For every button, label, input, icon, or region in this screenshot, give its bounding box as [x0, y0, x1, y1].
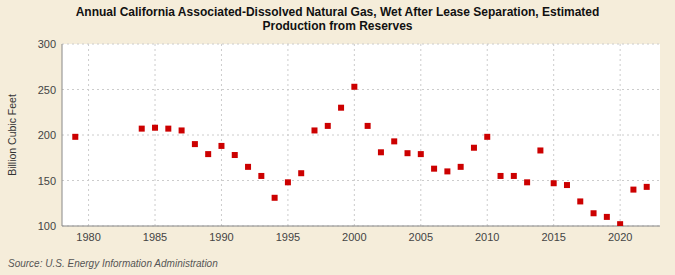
- x-tick-label: 1995: [276, 231, 300, 243]
- grid-line-y: [62, 135, 660, 136]
- point: [418, 151, 424, 157]
- y-tick-label: 150: [38, 175, 56, 187]
- point: [285, 179, 291, 185]
- x-tick-label: 1985: [143, 231, 167, 243]
- x-tick-label: 2020: [608, 231, 632, 243]
- point: [298, 170, 304, 176]
- point: [537, 147, 543, 153]
- source-note: Source: U.S. Energy Information Administ…: [8, 258, 218, 269]
- grid-line-y: [62, 226, 660, 227]
- point: [192, 141, 198, 147]
- point: [458, 164, 464, 170]
- grid-line-x: [88, 44, 89, 226]
- point: [205, 151, 211, 157]
- point: [179, 127, 185, 133]
- point: [444, 168, 450, 174]
- point: [604, 214, 610, 220]
- point: [498, 173, 504, 179]
- grid-line-y: [62, 89, 660, 90]
- x-axis-line: [62, 226, 660, 227]
- tick-labels: 100 150 200 250 300 1980 1985 1990 1995 2000 2005 2…: [38, 38, 633, 243]
- y-tick-label: 200: [38, 129, 56, 141]
- point: [365, 123, 371, 129]
- point: [511, 173, 517, 179]
- point: [72, 134, 78, 140]
- point: [272, 195, 278, 201]
- point: [218, 143, 224, 149]
- grid-line-x: [287, 44, 288, 226]
- grid-line-x: [620, 44, 621, 226]
- point: [325, 123, 331, 129]
- grid-line-x: [155, 44, 156, 226]
- grid-line-y: [62, 180, 660, 181]
- y-axis-line: [62, 44, 63, 226]
- point: [564, 182, 570, 188]
- points: [72, 84, 649, 226]
- point: [551, 180, 557, 186]
- point: [431, 166, 437, 172]
- y-tick-label: 300: [38, 38, 56, 50]
- grid-line-x: [221, 44, 222, 226]
- x-tick-label: 1990: [209, 231, 233, 243]
- plot-background: [62, 44, 660, 226]
- background: [0, 0, 675, 275]
- grid-line-x: [420, 44, 421, 226]
- point: [139, 126, 145, 132]
- grid: [62, 44, 660, 226]
- x-tick-label: 2005: [409, 231, 433, 243]
- chart-svg: 100 150 200 250 300 1980 1985 1990 1995 2000 2005 2…: [0, 0, 675, 275]
- point: [311, 127, 317, 133]
- point: [405, 150, 411, 156]
- point: [338, 105, 344, 111]
- grid-line-y: [62, 44, 660, 45]
- point: [484, 134, 490, 140]
- point: [644, 184, 650, 190]
- point: [471, 145, 477, 151]
- point: [630, 187, 636, 193]
- point: [617, 221, 623, 226]
- point: [232, 152, 238, 158]
- point: [577, 198, 583, 204]
- point: [165, 126, 171, 132]
- y-tick-label: 100: [38, 220, 56, 232]
- grid-line-x: [553, 44, 554, 226]
- x-tick-label: 1980: [76, 231, 100, 243]
- title-line: Production from Reserves: [262, 19, 412, 33]
- grid-line-x: [354, 44, 355, 226]
- chart-container: 100 150 200 250 300 1980 1985 1990 1995 2000 2005 2…: [0, 0, 675, 275]
- point: [591, 210, 597, 216]
- point: [524, 179, 530, 185]
- x-tick-label: 2010: [475, 231, 499, 243]
- title: Annual California Associated-Dissolved N…: [76, 5, 600, 33]
- point: [351, 84, 357, 90]
- point: [378, 149, 384, 155]
- point: [152, 125, 158, 131]
- y-axis-label: Billion Cubic Feet: [6, 94, 18, 176]
- x-tick-label: 2000: [342, 231, 366, 243]
- point: [245, 164, 251, 170]
- point: [258, 173, 264, 179]
- point: [391, 138, 397, 144]
- title-line: Annual California Associated-Dissolved N…: [76, 5, 600, 19]
- page: {"chart_data": {"type": "scatter", "titl…: [0, 0, 675, 275]
- y-tick-label: 250: [38, 84, 56, 96]
- x-tick-label: 2015: [541, 231, 565, 243]
